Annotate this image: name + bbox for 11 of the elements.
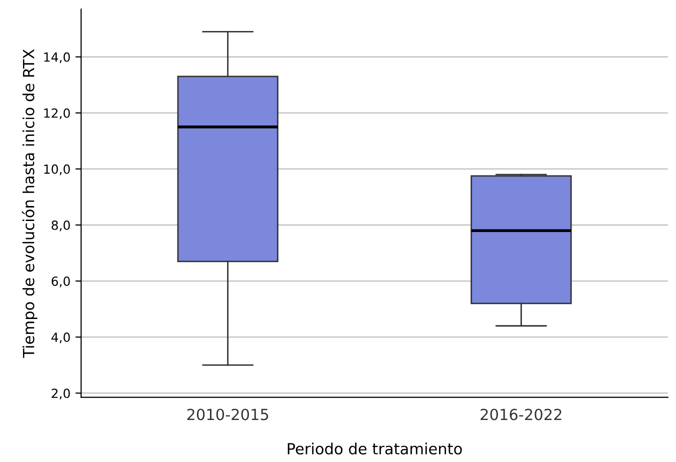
y-tick-label: 14,0 [44, 52, 70, 64]
y-axis-title: Tiempo de evolución hasta inicio de RTX [22, 49, 38, 358]
y-tick-label: 6,0 [52, 276, 70, 288]
x-tick-label: 2010-2015 [187, 408, 268, 420]
y-tick-label: 2,0 [52, 388, 70, 400]
y-tick-label: 4,0 [51, 332, 70, 344]
x-axis-title: Periodo de tratamiento [288, 442, 462, 454]
y-tick-label: 8,0 [52, 220, 70, 232]
y-tick-label: 12,0 [44, 108, 70, 120]
y-tick-label: 10,0 [44, 164, 70, 176]
x-tick-label: 2016-2022 [480, 408, 562, 420]
